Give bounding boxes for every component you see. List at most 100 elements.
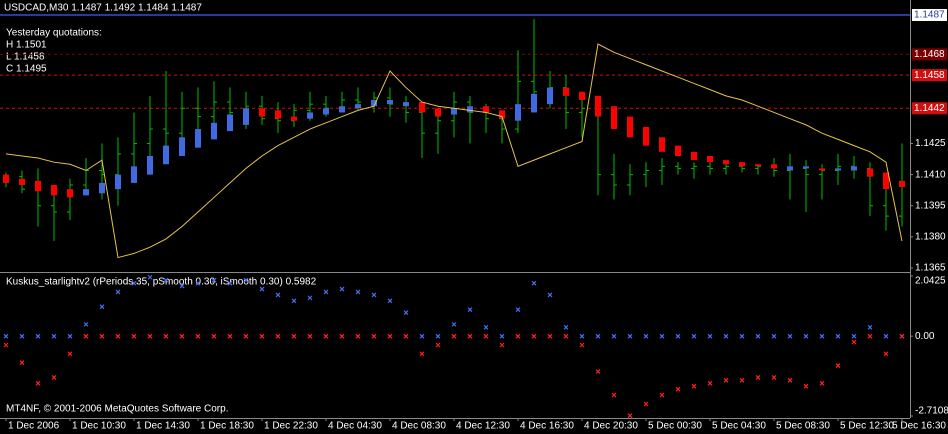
cross-marker bbox=[835, 363, 841, 369]
heiken-block bbox=[163, 145, 169, 165]
cross-marker bbox=[115, 333, 121, 339]
heiken-block bbox=[67, 189, 73, 198]
y-tick-label: 1.1410 bbox=[915, 169, 946, 180]
cross-marker bbox=[563, 324, 569, 330]
cross-marker bbox=[211, 277, 217, 283]
cross-marker bbox=[867, 324, 873, 330]
cross-marker bbox=[659, 392, 665, 398]
heiken-block bbox=[483, 106, 489, 113]
cross-marker bbox=[819, 333, 825, 339]
y-tick-label: 0.00 bbox=[915, 331, 935, 342]
heiken-block bbox=[627, 116, 633, 138]
cross-marker bbox=[467, 307, 473, 313]
level-label: 1.1442 bbox=[914, 103, 945, 114]
heiken-block bbox=[883, 172, 889, 190]
x-tick-label: 5 Dec 12:30 bbox=[840, 421, 894, 432]
heiken-block bbox=[899, 180, 905, 188]
cross-marker bbox=[291, 333, 297, 339]
heiken-block bbox=[3, 174, 9, 183]
x-tick-label: 1 Dec 14:30 bbox=[136, 421, 190, 432]
heiken-block bbox=[739, 162, 745, 167]
x-tick-label: 4 Dec 12:30 bbox=[456, 421, 510, 432]
cross-marker bbox=[451, 333, 457, 339]
cross-marker bbox=[819, 380, 825, 386]
cross-marker bbox=[99, 333, 105, 339]
cross-marker bbox=[179, 333, 185, 339]
heiken-block bbox=[723, 160, 729, 165]
cross-marker bbox=[419, 333, 425, 339]
cross-marker bbox=[739, 333, 745, 339]
heiken-block bbox=[867, 168, 873, 177]
cross-marker bbox=[755, 333, 761, 339]
heiken-block bbox=[243, 108, 249, 125]
heiken-block bbox=[755, 164, 761, 167]
cross-marker bbox=[803, 333, 809, 339]
cross-marker bbox=[211, 333, 217, 339]
heiken-block bbox=[115, 174, 121, 190]
heiken-block bbox=[403, 102, 409, 107]
x-tick-label: 5 Dec 00:30 bbox=[648, 421, 702, 432]
cross-marker bbox=[227, 333, 233, 339]
cross-marker bbox=[275, 333, 281, 339]
cross-marker bbox=[275, 292, 281, 298]
heiken-block bbox=[19, 178, 25, 185]
heiken-block bbox=[675, 145, 681, 156]
cross-marker bbox=[483, 333, 489, 339]
price-label: 1.1487 bbox=[914, 10, 945, 21]
x-tick-label: 4 Dec 08:30 bbox=[392, 421, 446, 432]
cross-marker bbox=[115, 289, 121, 295]
cross-marker bbox=[387, 298, 393, 304]
cross-marker bbox=[67, 333, 73, 339]
cross-marker bbox=[899, 333, 905, 339]
indicator-title: Kuskus_starlightv2 (rPeriods 35, pSmooth… bbox=[6, 277, 317, 288]
cross-marker bbox=[83, 333, 89, 339]
heiken-block bbox=[227, 114, 233, 132]
cross-marker bbox=[19, 360, 25, 366]
heiken-block bbox=[499, 110, 505, 119]
cross-marker bbox=[771, 333, 777, 339]
cross-marker bbox=[259, 286, 265, 292]
cross-marker bbox=[579, 342, 585, 348]
cross-marker bbox=[83, 321, 89, 327]
cross-marker bbox=[595, 369, 601, 374]
heiken-block bbox=[563, 87, 569, 96]
cross-marker bbox=[883, 351, 889, 357]
cross-marker bbox=[179, 283, 185, 289]
heiken-block bbox=[707, 155, 713, 163]
cross-marker bbox=[755, 374, 761, 380]
cross-marker bbox=[131, 280, 137, 286]
cross-marker bbox=[595, 333, 601, 339]
annotation: Yesterday quotations: bbox=[6, 28, 102, 39]
cross-marker bbox=[227, 280, 233, 286]
y-tick-label: -2.7108 bbox=[915, 406, 948, 417]
cross-marker bbox=[547, 333, 553, 339]
cross-marker bbox=[147, 274, 153, 280]
cross-marker bbox=[515, 307, 521, 313]
level-label-box bbox=[912, 69, 947, 82]
heiken-block bbox=[35, 180, 41, 192]
cross-marker bbox=[707, 380, 713, 386]
cross-marker bbox=[291, 298, 297, 304]
cross-marker bbox=[387, 333, 393, 339]
cross-marker bbox=[643, 401, 649, 407]
heiken-block bbox=[515, 104, 521, 121]
heiken-block bbox=[419, 102, 425, 113]
cross-marker bbox=[323, 289, 329, 295]
y-tick-label: 2.0425 bbox=[915, 276, 946, 287]
cross-marker bbox=[355, 333, 361, 339]
cross-marker bbox=[163, 277, 169, 283]
heiken-block bbox=[467, 106, 473, 113]
x-tick-label: 1 Dec 22:30 bbox=[264, 421, 318, 432]
cross-marker bbox=[851, 339, 857, 345]
heiken-block bbox=[643, 126, 649, 146]
cross-marker bbox=[3, 342, 9, 348]
cross-marker bbox=[611, 333, 617, 339]
heiken-block bbox=[179, 137, 185, 156]
heiken-block bbox=[83, 189, 89, 196]
x-tick-label: 4 Dec 20:30 bbox=[584, 421, 638, 432]
y-tick-label: 1.1380 bbox=[915, 231, 946, 242]
cross-marker bbox=[547, 292, 553, 298]
cross-marker bbox=[835, 333, 841, 339]
